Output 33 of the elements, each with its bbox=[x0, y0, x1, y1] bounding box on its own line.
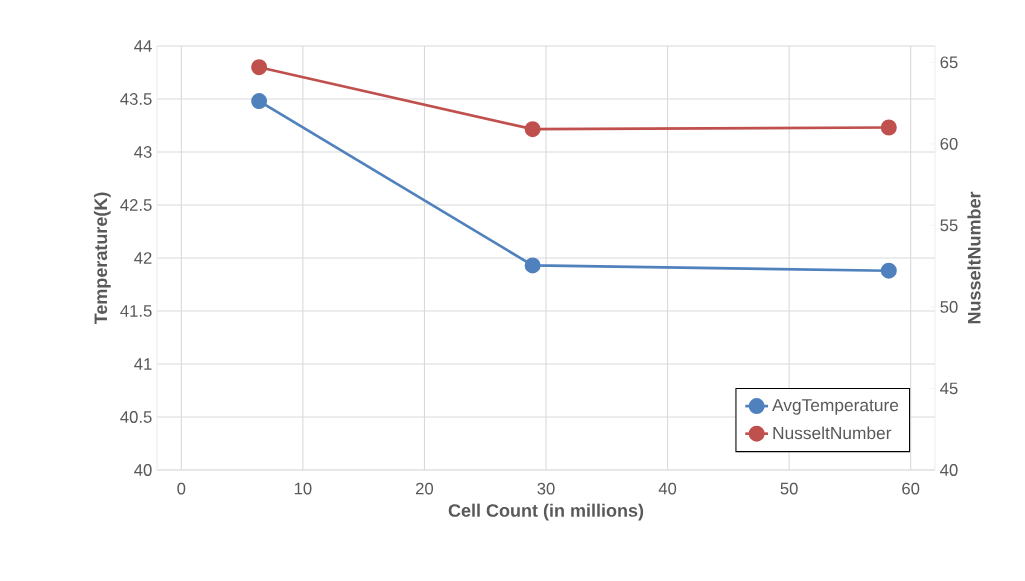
y2-tick-label: 50 bbox=[940, 301, 958, 313]
y-tick-label: 41 bbox=[134, 358, 152, 370]
x-tick-label: 40 bbox=[658, 482, 677, 495]
point bbox=[524, 121, 541, 138]
x-tick-label: 10 bbox=[294, 482, 312, 495]
x-tick-label: 0 bbox=[177, 482, 186, 495]
y-tick-label: 40 bbox=[134, 464, 152, 476]
y2-tick-label: 40 bbox=[940, 464, 958, 476]
y-axis-title: Temperature(K) bbox=[93, 192, 111, 325]
point bbox=[524, 257, 541, 274]
y-tick-label: 42 bbox=[134, 252, 152, 264]
legend-label: NusseltNumber bbox=[773, 426, 892, 440]
y-tick-label: 41.5 bbox=[120, 305, 152, 317]
y-tick-label: 43.5 bbox=[120, 93, 152, 105]
y-tick-label: 44 bbox=[134, 40, 152, 52]
y-tick-label: 40.5 bbox=[120, 411, 152, 423]
point bbox=[880, 119, 897, 136]
point bbox=[251, 93, 268, 110]
x-axis-title: Cell Count (in millions) bbox=[448, 503, 644, 521]
y-tick-label: 42.5 bbox=[120, 199, 152, 211]
legend-label: AvgTemperature bbox=[772, 399, 899, 415]
x-tick-label: 60 bbox=[902, 482, 920, 495]
y2-tick-label: 60 bbox=[940, 137, 958, 150]
x-tick-label: 50 bbox=[780, 482, 798, 495]
y2-tick-label: 45 bbox=[940, 382, 958, 395]
point bbox=[880, 262, 897, 279]
y2-tick-label: 55 bbox=[940, 219, 958, 232]
x-tick-label: 20 bbox=[416, 482, 434, 495]
y2-axis-title: NusseltNumber bbox=[967, 191, 981, 324]
y2-tick-label: 65 bbox=[940, 56, 958, 69]
point bbox=[251, 59, 268, 76]
x-tick-label: 30 bbox=[537, 482, 555, 495]
y-tick-label: 43 bbox=[134, 146, 152, 158]
